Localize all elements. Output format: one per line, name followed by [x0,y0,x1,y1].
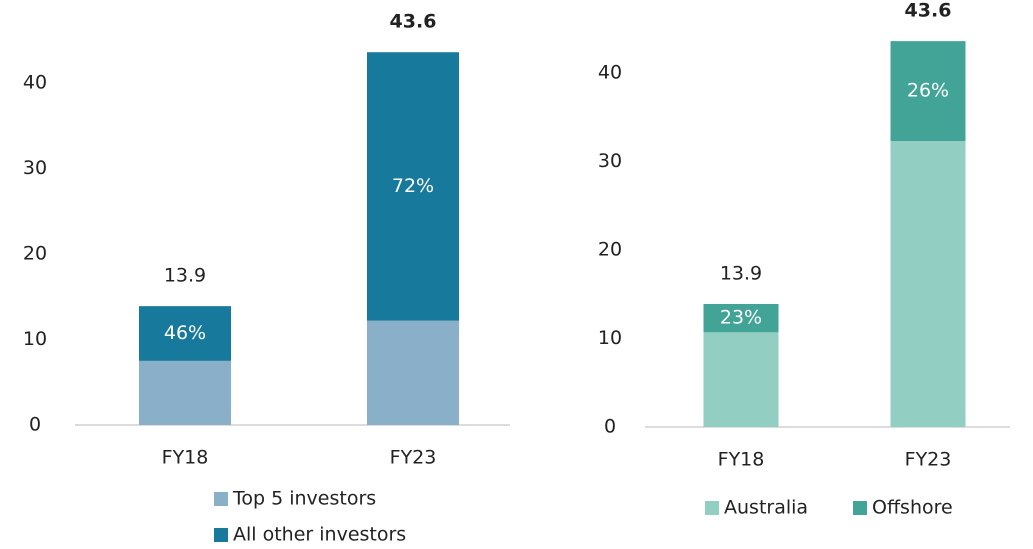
bar-segment [703,303,779,333]
legend-label: All other investors [233,524,406,546]
bar-segment [367,320,459,425]
legend-label: Offshore [872,497,953,519]
bar-segment [139,306,231,361]
y-tick-label: 20 [23,243,47,265]
legend-label: Top 5 investors [232,488,376,510]
total-label: 43.6 [390,11,437,33]
x-tick-label: FY18 [162,447,209,469]
legend-swatch [705,501,719,515]
bar-segment [890,41,966,142]
segment-label: 46% [164,322,206,344]
legend-swatch [853,501,867,515]
y-tick-label: 0 [29,414,41,436]
y-tick-label: 10 [23,328,47,350]
y-tick-label: 20 [598,239,622,261]
total-label: 43.6 [905,0,952,22]
bar-segment [703,332,779,427]
legend-swatch [214,528,228,542]
legend-label: Australia [724,497,808,519]
x-tick-label: FY18 [718,449,765,471]
total-label: 13.9 [720,262,762,284]
segment-label: 72% [392,175,434,197]
x-tick-label: FY23 [390,447,437,469]
y-tick-label: 30 [23,157,47,179]
y-tick-label: 40 [598,62,622,84]
y-tick-label: 0 [604,416,616,438]
x-tick-label: FY23 [905,449,952,471]
y-tick-label: 40 [23,72,47,94]
bar-segment [139,360,231,425]
total-label: 13.9 [164,265,206,287]
bar-segment [890,141,966,427]
bar-segment [367,52,459,321]
legend-swatch [214,492,228,506]
y-tick-label: 30 [598,150,622,172]
y-tick-label: 10 [598,327,622,349]
segment-label: 23% [720,307,762,329]
segment-label: 26% [907,80,949,102]
